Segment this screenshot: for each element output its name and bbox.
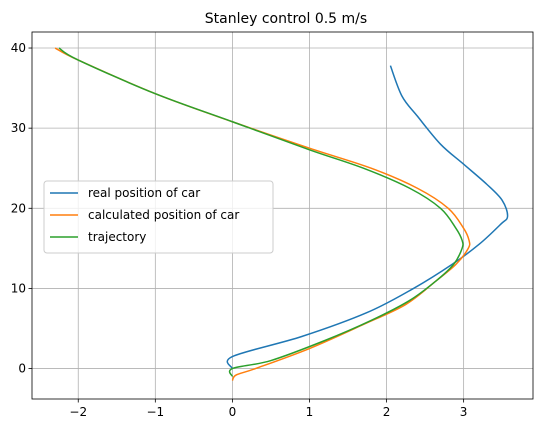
series-line-1	[226, 65, 509, 369]
legend-box	[43, 180, 274, 254]
y-tick-label: 40	[11, 41, 26, 55]
legend-label: calculated position of car	[88, 208, 239, 222]
legend-label: real position of car	[88, 186, 200, 200]
y-tick-label: 30	[11, 121, 26, 135]
x-tick-label: 1	[306, 405, 314, 419]
x-tick-label: 0	[229, 405, 237, 419]
x-tick-label: 3	[460, 405, 468, 419]
y-tick-label: 20	[11, 201, 26, 215]
x-tick-label: −1	[146, 405, 164, 419]
chart-title: Stanley control 0.5 m/s	[205, 11, 367, 27]
series-lines	[54, 47, 509, 381]
legend: real position of car calculated position …	[43, 180, 274, 254]
series-line-3	[58, 47, 464, 377]
x-axis: −2 −1 0 1 2 3	[69, 399, 467, 419]
plot-frame	[31, 31, 534, 400]
y-axis: 0 10 20 30 40	[11, 41, 32, 376]
legend-label: trajectory	[88, 230, 146, 244]
x-tick-label: 2	[383, 405, 391, 419]
y-tick-label: 0	[18, 362, 26, 376]
y-tick-label: 10	[11, 281, 26, 295]
x-tick-label: −2	[69, 405, 87, 419]
